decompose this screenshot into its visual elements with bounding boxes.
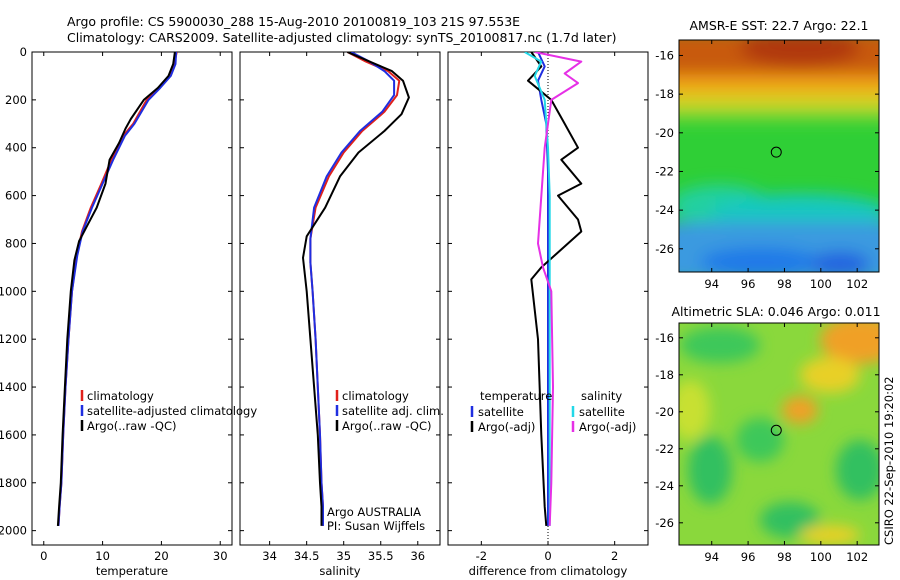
sst-map-frame	[678, 39, 880, 273]
sst-map-title: AMSR-E SST: 22.7 Argo: 22.1	[689, 18, 868, 33]
series-group	[56, 52, 178, 526]
x-tick-label: 20	[154, 549, 169, 563]
legend-group-label: temperature	[480, 389, 552, 403]
map-x-tick-label: 98	[777, 550, 792, 564]
sla-map-frame	[678, 322, 880, 546]
legend-label: climatology	[342, 389, 409, 403]
map-x-tick-label: 100	[810, 277, 832, 291]
x-axis-label: salinity	[319, 564, 360, 578]
annotation-label: PI: Susan Wijffels	[327, 519, 425, 533]
sst-argo-location-marker	[770, 146, 782, 158]
series-group	[524, 52, 583, 526]
sla-argo-location-marker	[770, 424, 782, 436]
sla-map-image	[679, 323, 879, 545]
legend-label: climatology	[87, 389, 154, 403]
y-tick-label: 1000	[0, 284, 27, 298]
series-line-climatology	[57, 52, 178, 526]
series-line-temperature-argo-adj-	[527, 52, 583, 526]
series-line-satellite-adjusted-climatology	[57, 52, 178, 526]
series-group	[302, 52, 410, 526]
annotation-label: Argo AUSTRALIA	[327, 505, 421, 519]
x-tick-label: 36	[410, 549, 425, 563]
series-line-satellite-adj-clim-	[309, 52, 396, 526]
map-y-tick-label: -18	[655, 87, 674, 101]
panel-frame	[31, 51, 233, 546]
legend-label: satellite-adjusted climatology	[87, 404, 257, 418]
map-x-tick-label: 96	[741, 277, 756, 291]
sst-map-image	[679, 40, 879, 272]
y-tick-label: 2000	[0, 524, 27, 538]
y-tick-label: 1800	[0, 476, 27, 490]
map-x-tick-label: 100	[810, 550, 832, 564]
map-y-tick-label: -16	[655, 48, 674, 62]
map-x-tick-label: 102	[846, 550, 868, 564]
x-axis-label: temperature	[96, 564, 168, 578]
y-tick-label: 1400	[0, 380, 27, 394]
map-x-tick-label: 98	[777, 277, 792, 291]
sst-map-x-ticks: 94 96 98 100 102	[704, 40, 868, 291]
sla-map-x-ticks: 94 96 98 100 102	[704, 323, 868, 564]
y-tick-label: 1200	[0, 332, 27, 346]
series-line-argo-raw-qc-	[302, 52, 410, 526]
series-line-argo-raw-qc-	[56, 52, 176, 526]
sst-map-y-ticks: -16 -18 -20 -22 -24 -26	[655, 48, 879, 256]
y-tick-label: 400	[5, 141, 27, 155]
map-y-tick-label: -20	[655, 405, 674, 419]
x-tick-label: 2	[611, 549, 618, 563]
sla-map-panel: Altimetric SLA: 0.046 Argo: 0.011 94 96 98…	[655, 304, 880, 564]
x-axis-label: difference from climatology	[469, 564, 628, 578]
x-tick-label: 0	[544, 549, 551, 563]
sst-map-panel: AMSR-E SST: 22.7 Argo: 22.1 94 96 98 100 102…	[655, 18, 880, 291]
legend-group-label: salinity	[581, 389, 622, 403]
x-tick-label: 35	[336, 549, 351, 563]
legend-label: Argo(-adj)	[478, 420, 535, 434]
map-x-tick-label: 94	[704, 550, 719, 564]
panel-frame	[239, 51, 441, 546]
legend-label: satellite adj. clim.	[342, 404, 444, 418]
map-y-tick-label: -18	[655, 368, 674, 382]
map-y-tick-label: -22	[655, 442, 674, 456]
x-tick-label: 0	[40, 549, 47, 563]
legend-label: Argo(-adj)	[579, 420, 636, 434]
map-y-tick-label: -22	[655, 164, 674, 178]
y-tick-label: 200	[5, 93, 27, 107]
map-y-tick-label: -26	[655, 516, 674, 530]
legend-label: Argo(..raw -QC)	[342, 419, 432, 433]
map-y-tick-label: -24	[655, 479, 674, 493]
x-tick-label: 10	[95, 549, 110, 563]
figure-title-line1: Argo profile: CS 5900030_288 15-Aug-2010…	[67, 14, 520, 29]
y-tick-label: 800	[5, 236, 27, 250]
timestamp-side-label: CSIRO 22-Sep-2010 19:20:02	[882, 376, 896, 545]
legend-label: satellite	[579, 405, 625, 419]
profile-panel-salinity: 34 34.5 35 35.5 36 salinity climatologysatelli…	[239, 51, 444, 578]
legend-label: Argo(..raw -QC)	[87, 419, 177, 433]
x-tick-label: 30	[213, 549, 228, 563]
y-tick-label: 600	[5, 189, 27, 203]
map-y-tick-label: -24	[655, 203, 674, 217]
profile-panel-temperature: 0 200 400 600 800 1000 1200 1400 1600 1800 2000 0 10…	[0, 45, 257, 578]
series-line-climatology	[309, 52, 401, 526]
map-x-tick-label: 94	[704, 277, 719, 291]
series-line-salinity-argo-adj-	[534, 52, 583, 526]
figure-title-line2: Climatology: CARS2009. Satellite-adjuste…	[67, 30, 617, 45]
x-tick-label: -2	[476, 549, 487, 563]
map-x-tick-label: 102	[846, 277, 868, 291]
map-y-tick-label: -16	[655, 331, 674, 345]
y-tick-label: 0	[20, 45, 27, 59]
sla-map-y-ticks: -16 -18 -20 -22 -24 -26	[655, 331, 879, 530]
legend-label: satellite	[478, 405, 524, 419]
map-y-tick-label: -26	[655, 242, 674, 256]
map-y-tick-label: -20	[655, 126, 674, 140]
y-tick-label: 1600	[0, 428, 27, 442]
x-tick-label: 34	[262, 549, 277, 563]
map-x-tick-label: 96	[741, 550, 756, 564]
x-tick-label: 35.5	[368, 549, 394, 563]
series-line-salinity-satellite	[524, 52, 551, 526]
x-tick-label: 34.5	[294, 549, 320, 563]
sla-map-title: Altimetric SLA: 0.046 Argo: 0.011	[671, 304, 880, 319]
